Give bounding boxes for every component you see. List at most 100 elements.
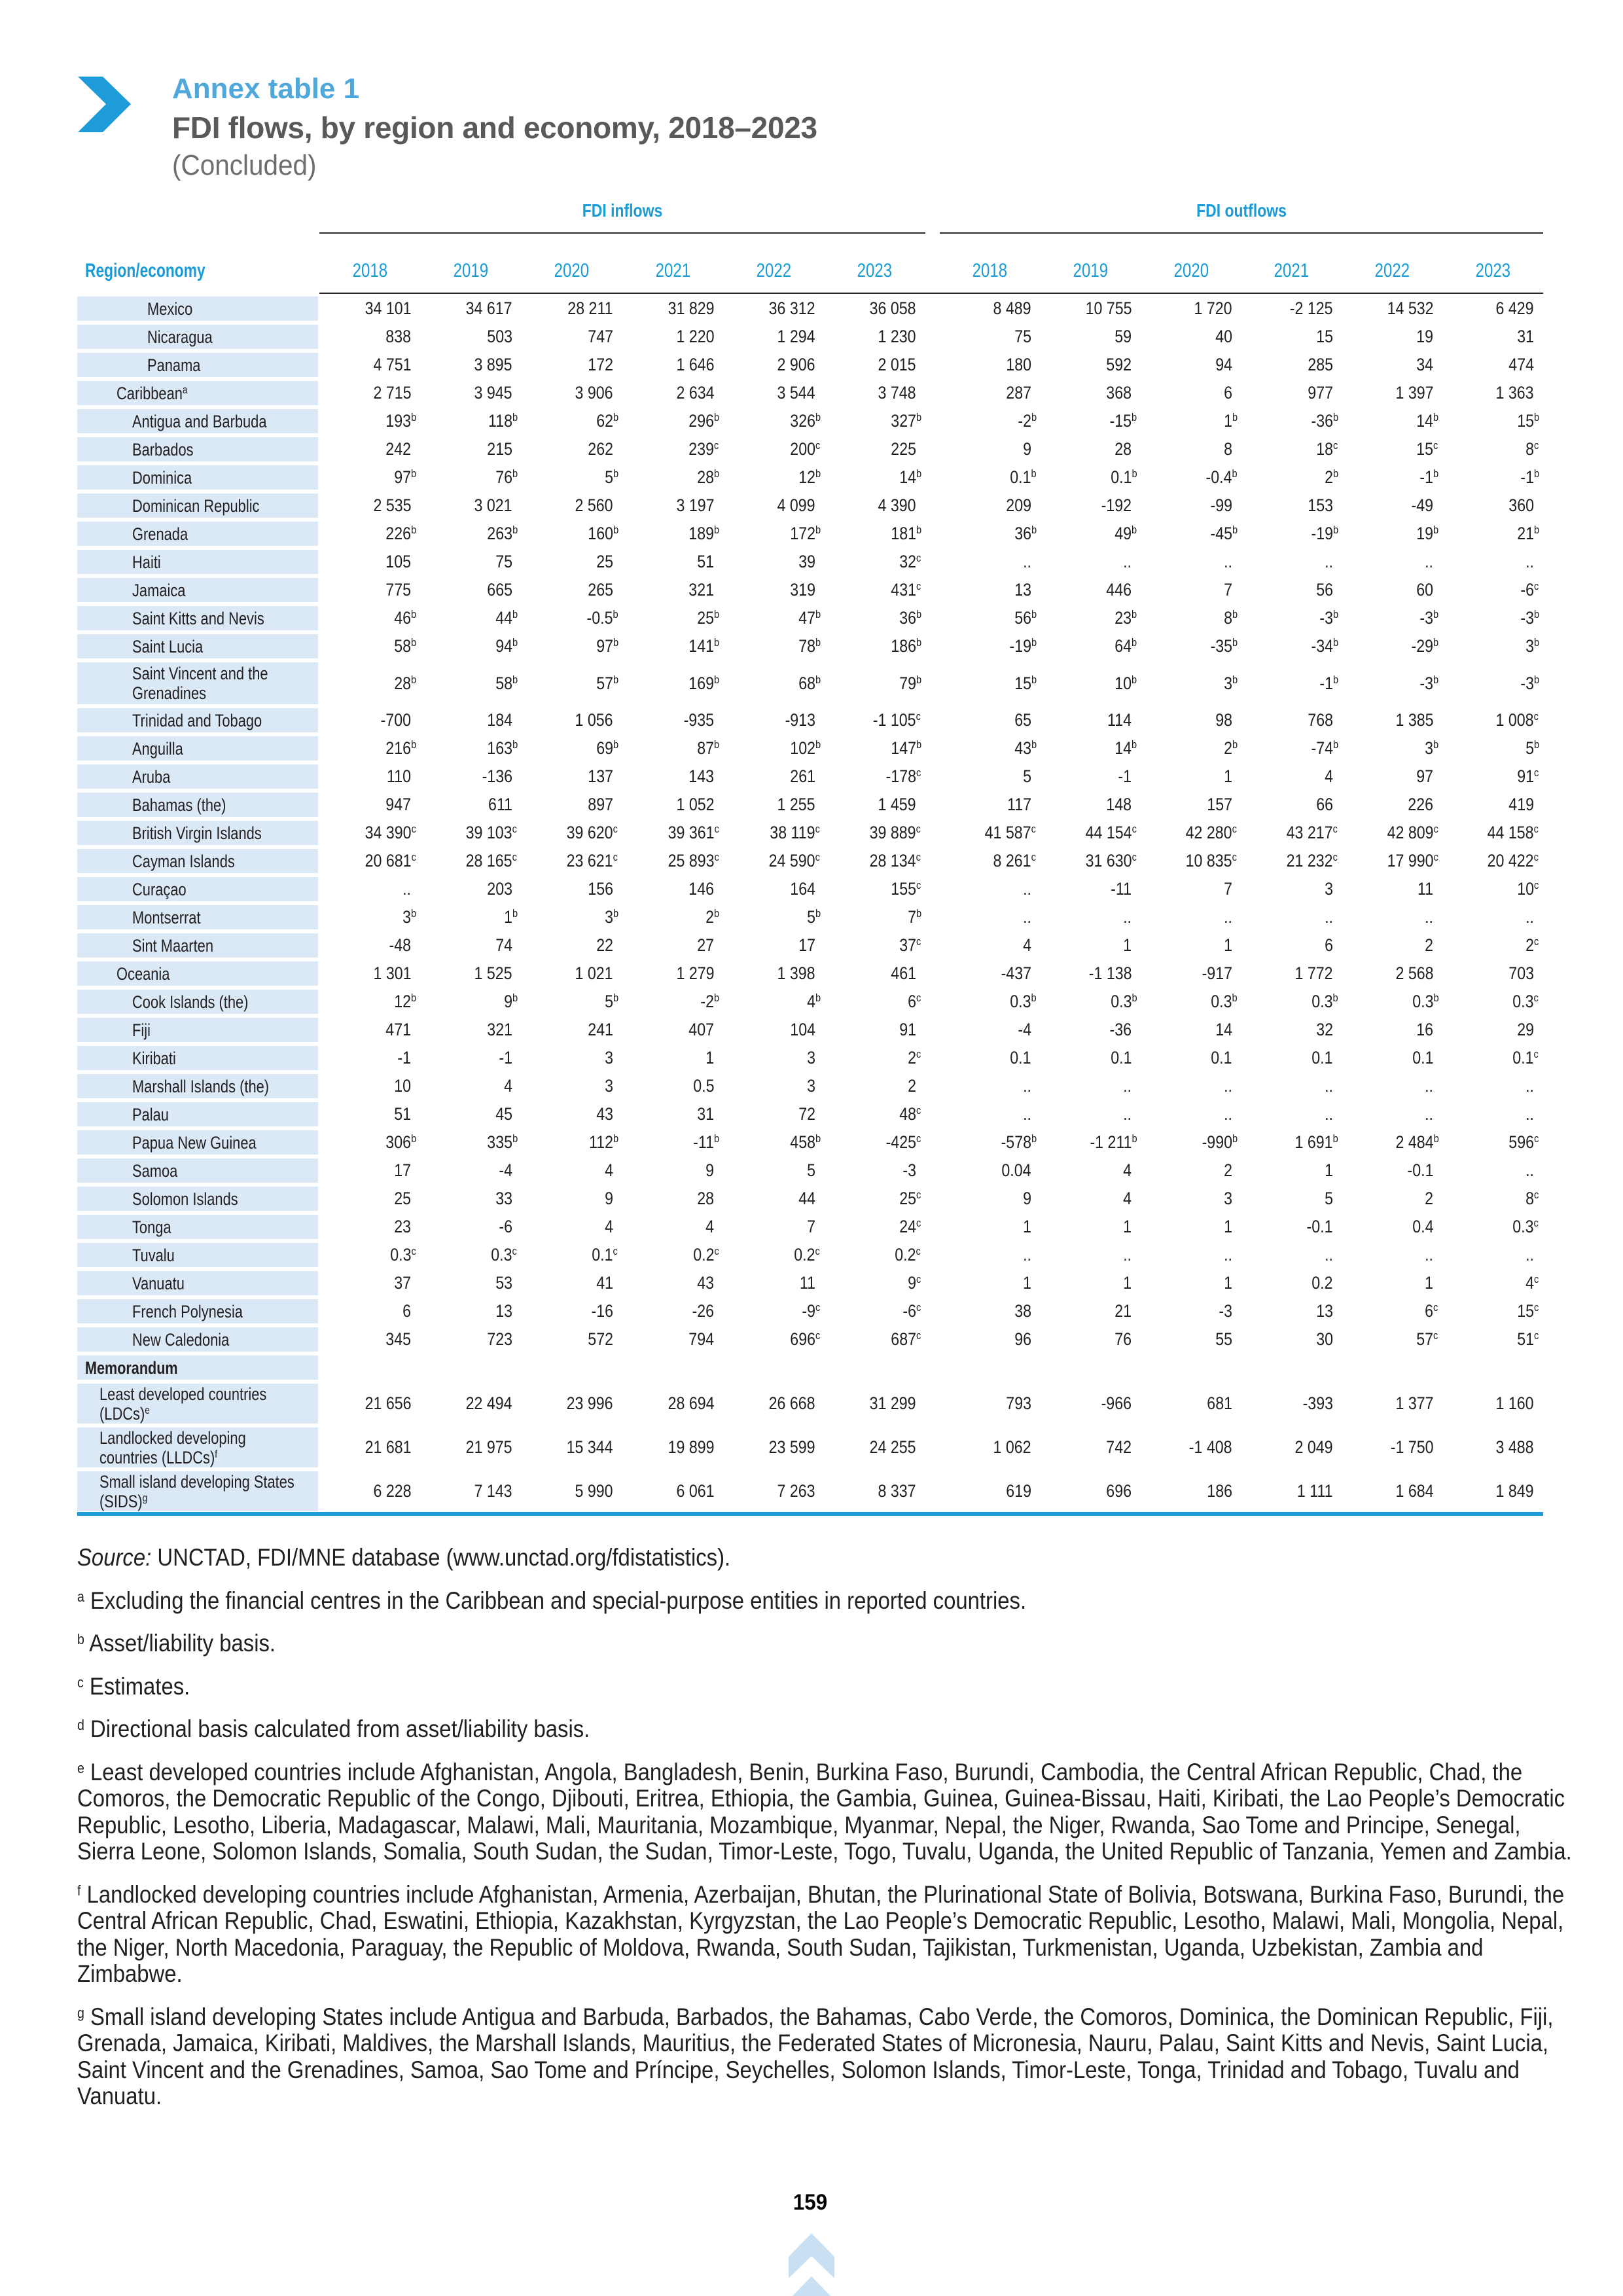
inflow-value-2019: 94b bbox=[419, 634, 520, 658]
outflow-value-2020: 3b bbox=[1139, 662, 1240, 704]
inflow-value-2022: 4 099 bbox=[722, 493, 823, 518]
cell-value: 1 bbox=[1224, 935, 1232, 955]
cell-value: 91c bbox=[1517, 766, 1539, 786]
cell-value: .. bbox=[1525, 1160, 1534, 1180]
inflow-value-2021: 1 052 bbox=[621, 793, 722, 817]
cell-value: 203 bbox=[486, 879, 512, 899]
table-row: British Virgin Islands 34 390c 39 103c 39 6… bbox=[77, 821, 1543, 845]
cell-value: 27 bbox=[697, 935, 715, 955]
cell-value: 105 bbox=[385, 552, 412, 571]
outflow-value-2018: 36b bbox=[938, 522, 1039, 546]
cell-value: 6 bbox=[402, 1301, 412, 1321]
inflow-value-2020: 28 211 bbox=[520, 296, 621, 321]
inflow-value-2019: 3 021 bbox=[419, 493, 520, 518]
cell-value: -2b bbox=[1017, 411, 1037, 431]
row-label-text: Aruba bbox=[132, 766, 171, 787]
outflow-value-2020: 1 bbox=[1139, 933, 1240, 958]
footnote-b: b Asset/liability basis. bbox=[77, 1630, 276, 1657]
row-values: 12b 9b 5b -2b 4b 6c 0.3b 0.3b 0.3b 0.3b 0.3b 0.3c bbox=[318, 990, 1542, 1014]
outflow-value-2021: 0.1 bbox=[1240, 1046, 1341, 1070]
cell-value: 1 459 bbox=[878, 795, 916, 814]
inflow-value-2019: 163b bbox=[419, 736, 520, 761]
table-row: Palau 51 45 43 31 72 48c............ bbox=[77, 1102, 1543, 1126]
cell-value: 0.3b bbox=[1110, 992, 1137, 1011]
inflow-value-2019: -4 bbox=[419, 1158, 520, 1183]
outflow-value-2018: 96 bbox=[938, 1327, 1039, 1352]
outflow-value-2022: 226 bbox=[1341, 793, 1442, 817]
cell-value: 794 bbox=[688, 1329, 715, 1349]
inflow-value-2022: 1 255 bbox=[722, 793, 823, 817]
group-gap bbox=[924, 522, 938, 546]
outflow-value-2022: 57c bbox=[1341, 1327, 1442, 1352]
cell-value: 76b bbox=[495, 467, 518, 487]
cell-value: 216b bbox=[385, 738, 417, 758]
outflow-value-2021: .. bbox=[1240, 550, 1341, 574]
cell-value: 742 bbox=[1106, 1437, 1132, 1457]
inflow-value-2018: 3b bbox=[318, 905, 419, 929]
cell-value: 8 337 bbox=[878, 1481, 916, 1501]
cell-value: -35b bbox=[1210, 636, 1238, 656]
inflow-value-2018: 110 bbox=[318, 764, 419, 789]
cell-value: 1 bbox=[1123, 935, 1132, 955]
table-row: Barbados 242 215 262 239c 200c 225 9 28 8 18c 15c 8c bbox=[77, 437, 1543, 461]
year-header-inflows-2019: 2019 bbox=[420, 257, 521, 285]
outflow-value-2023: -1b bbox=[1441, 465, 1542, 490]
inflow-value-2022: 47b bbox=[722, 606, 823, 630]
inflow-value-2019: 39 103c bbox=[419, 821, 520, 845]
cell-value: 200c bbox=[789, 439, 820, 459]
cell-value: 446 bbox=[1106, 580, 1132, 600]
footnote-marker: g bbox=[77, 2004, 84, 2021]
inflow-value-2019: 503 bbox=[419, 325, 520, 349]
cell-value: 57c bbox=[1416, 1329, 1438, 1349]
cell-value: 28 165c bbox=[465, 851, 517, 870]
table-row: Haiti 105 75 25 51 39 32c............ bbox=[77, 550, 1543, 574]
inflow-value-2019: 22 494 bbox=[419, 1384, 520, 1424]
cell-value: 32c bbox=[899, 552, 921, 571]
cell-value: 44 154c bbox=[1085, 823, 1137, 842]
inflow-value-2022: -913 bbox=[722, 708, 823, 732]
cell-value: .. bbox=[1224, 907, 1232, 927]
cell-value: 1 056 bbox=[575, 710, 613, 730]
cell-value: 1 398 bbox=[777, 963, 815, 983]
outflow-value-2021: -3b bbox=[1240, 606, 1341, 630]
row-label: Landlocked developing countries (LLDCs)f bbox=[77, 1427, 318, 1467]
outflow-value-2018: 0.1 bbox=[938, 1046, 1039, 1070]
inflow-value-2023: 1 459 bbox=[823, 793, 924, 817]
outflow-value-2019: 0.1 bbox=[1039, 1046, 1140, 1070]
cell-value: 242 bbox=[385, 439, 412, 459]
cell-value: 1 255 bbox=[777, 795, 815, 814]
cell-value: 44 158c bbox=[1487, 823, 1539, 842]
row-label-text: Memorandum bbox=[85, 1357, 178, 1378]
inflow-value-2021: 27 bbox=[621, 933, 722, 958]
row-values: 20 681c 28 165c 23 621c 25 893c 24 590c 28 13… bbox=[318, 849, 1542, 873]
row-values: -1 -1 3 1 3 2c 0.1 0.1 0.1 0.1 0.1 0.1c bbox=[318, 1046, 1542, 1070]
inflow-value-2021: 1 279 bbox=[621, 961, 722, 986]
cell-value: 241 bbox=[588, 1020, 613, 1039]
outflow-value-2020: 7 bbox=[1139, 877, 1240, 901]
inflow-value-2019: 184 bbox=[419, 708, 520, 732]
inflow-value-2019: 263b bbox=[419, 522, 520, 546]
table-row: Mexico 34 101 34 617 28 211 31 829 36 312 36 0… bbox=[77, 296, 1543, 321]
inflow-value-2023: 0.2c bbox=[823, 1243, 924, 1267]
table-row: Solomon Islands 25 33 9 28 44 25c 9 4 3 5 2 8c bbox=[77, 1187, 1543, 1211]
row-label-text: Landlocked developing countries (LLDCs)f bbox=[99, 1427, 246, 1467]
outflow-value-2019: 31 630c bbox=[1039, 849, 1140, 873]
outflow-value-2019: -1 211b bbox=[1039, 1130, 1140, 1155]
row-values: 6 228 7 143 5 990 6 061 7 263 8 337 619 696 186 1… bbox=[318, 1471, 1542, 1511]
outflow-value-2023: 1 363 bbox=[1441, 381, 1542, 405]
cell-value: 287 bbox=[1005, 383, 1031, 403]
cell-value: 793 bbox=[1005, 1393, 1031, 1413]
outflow-value-2023: 15c bbox=[1441, 1299, 1542, 1323]
outflow-value-2018: 1 bbox=[938, 1215, 1039, 1239]
cell-value: -11b bbox=[693, 1132, 720, 1152]
cell-value: 2 bbox=[1224, 1160, 1232, 1180]
cell-value: .. bbox=[1224, 1104, 1232, 1124]
table-row: Caribbeana 2 715 3 945 3 906 2 634 3 544 3 748… bbox=[77, 381, 1543, 405]
row-values: 17 -4 4 9 5 -3 0.04 4 2 1 -0.1.. bbox=[318, 1158, 1542, 1183]
outflow-value-2023: 596c bbox=[1441, 1130, 1542, 1155]
cell-value: 572 bbox=[588, 1329, 613, 1349]
cell-value: 0.3c bbox=[1512, 992, 1539, 1011]
table-row: Oceania 1 301 1 525 1 021 1 279 1 398 461 -437 -… bbox=[77, 961, 1543, 986]
up-double-chevron-icon bbox=[789, 2233, 834, 2296]
cell-value: 87b bbox=[697, 738, 720, 758]
